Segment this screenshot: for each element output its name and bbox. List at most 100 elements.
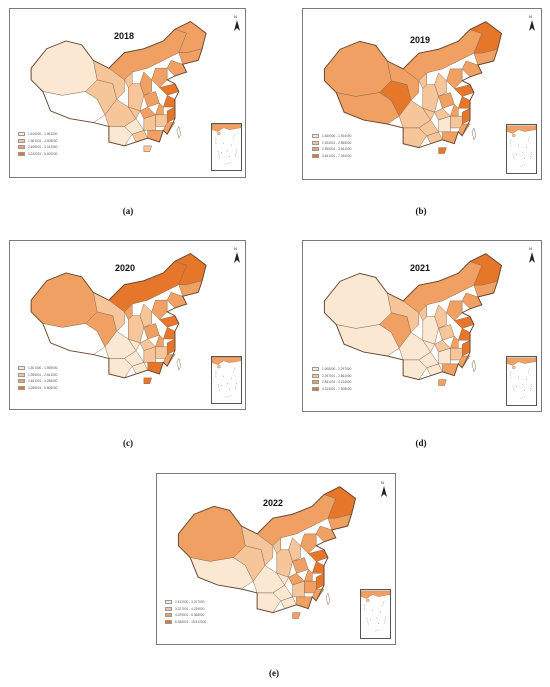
legend-label: 2.297001 - 2.861000: [322, 373, 352, 378]
legend-label: 1.908000 - 2.297000: [322, 367, 352, 371]
province-chongqing: [127, 106, 141, 120]
map-panel-2021: 2021 N 1.908000 - 2.297000 2.297001 - 2.8…: [302, 240, 542, 412]
legend-label: 4.229001 - 6.368000: [175, 613, 205, 617]
legend-swatch: [18, 151, 25, 156]
province-chongqing: [276, 572, 289, 586]
legend-swatch: [312, 134, 319, 138]
legend-label: 1.955001 - 2.461000: [28, 372, 58, 377]
province-shanxi: [139, 303, 152, 328]
legend-item: 4.224001 - 7.508000: [312, 386, 351, 392]
legend-item: 3.227001 - 4.229000: [165, 606, 206, 612]
map-panel-2022: 2022 N 2.412000 - 3.227000 3.227001 - 4.2…: [156, 473, 396, 645]
china-choropleth-map: [177, 486, 357, 619]
province-shanxi: [139, 71, 152, 96]
legend-swatch: [312, 147, 319, 151]
legend-label: 1.924001 - 2.555000: [322, 140, 352, 145]
province-jiangsu: [457, 96, 471, 109]
province-hebei: [446, 300, 463, 321]
province-shanxi: [288, 537, 301, 562]
map-legend: 1.601000 - 1.955000 1.955001 - 2.461000 2.…: [18, 365, 57, 391]
province-jiangxi: [155, 114, 168, 127]
south-china-sea-inset: [506, 124, 537, 174]
legend-item: 2.461001 - 3.258000: [18, 378, 57, 384]
north-arrow-shape: [234, 252, 240, 263]
province-jiangsu: [162, 95, 176, 108]
legend-label: 3.258001 - 6.806000: [28, 385, 58, 390]
province-ningxia: [418, 72, 427, 89]
legend-item: 1.908000 - 2.297000: [312, 366, 351, 372]
province-shanxi: [434, 72, 447, 97]
legend-item: 2.861001 - 4.224000: [312, 379, 351, 385]
legend-swatch: [312, 380, 319, 384]
inset-map: [506, 125, 537, 167]
legend-label: 1.961001 - 2.408000: [28, 138, 58, 143]
province-hainan: [292, 612, 301, 619]
north-arrow-shape: [529, 252, 535, 263]
legend-swatch: [312, 140, 319, 145]
legend-swatch: [165, 600, 172, 604]
map-year-title: 2021: [410, 263, 431, 273]
country-outline: [30, 252, 207, 379]
province-anhui: [304, 568, 313, 582]
province-jiangxi: [155, 346, 168, 359]
panel-caption: (a): [122, 206, 134, 216]
legend-label: 3.242001 - 6.400000: [28, 151, 58, 156]
country-outline: [177, 486, 357, 614]
map-year-title: 2019: [410, 35, 431, 45]
legend-item: 2.297001 - 2.861000: [312, 373, 351, 379]
legend-item: 3.258001 - 6.806000: [18, 385, 57, 391]
province-hebei: [446, 68, 463, 89]
legend-label: 6.368001 - 15.512000: [175, 619, 207, 624]
province-taiwan: [325, 592, 331, 606]
province-taiwan: [176, 125, 182, 139]
province-shaanxi: [128, 315, 145, 344]
north-arrow-icon: N: [232, 14, 242, 33]
map-year-title: 2022: [263, 498, 284, 508]
country-outline: [323, 21, 503, 149]
legend-item: 3.461001 - 7.034000: [312, 153, 351, 159]
legend-label: 3.227001 - 4.229000: [175, 606, 205, 611]
province-ningxia: [124, 303, 133, 320]
legend-item: 2.555001 - 3.461000: [312, 146, 351, 152]
legend-item: 1.601000 - 1.955000: [18, 365, 57, 371]
legend-label: 2.461001 - 3.258000: [28, 379, 58, 383]
legend-swatch: [18, 366, 25, 370]
map-year-title: 2020: [115, 263, 136, 273]
legend-swatch: [312, 153, 319, 158]
legend-item: 6.368001 - 15.512000: [165, 619, 206, 625]
province-xinjiang: [324, 41, 392, 97]
north-arrow-icon: N: [379, 480, 389, 499]
province-shaanxi: [128, 83, 145, 112]
legend-label: 2.412000 - 3.227000: [175, 600, 205, 604]
province-anhui: [155, 102, 164, 116]
legend-swatch: [18, 385, 25, 390]
legend-label: 1.601000 - 1.955000: [28, 366, 58, 370]
south-china-sea-inset: [506, 356, 537, 406]
map-legend: 1.540000 - 1.924000 1.924001 - 2.555000 2.…: [312, 133, 351, 159]
province-hainan: [438, 147, 447, 154]
province-xinjiang: [178, 506, 246, 562]
legend-label: 2.861001 - 4.224000: [322, 380, 352, 384]
province-xinjiang: [30, 40, 98, 96]
province-taiwan: [176, 357, 182, 371]
panel-caption: (e): [269, 668, 279, 678]
province-taiwan: [471, 127, 477, 141]
province-xinjiang: [324, 273, 392, 329]
province-jiangxi: [304, 580, 317, 594]
panel-caption: (d): [415, 438, 427, 448]
legend-item: 2.412000 - 3.227000: [165, 599, 206, 605]
province-ningxia: [272, 537, 281, 554]
province-anhui: [450, 103, 459, 117]
map-panel-2020: 2020 N 1.601000 - 1.955000 1.955001 - 2.4…: [9, 240, 246, 410]
province-taiwan: [471, 359, 477, 373]
province-chongqing: [422, 107, 435, 121]
legend-label: 3.461001 - 7.034000: [322, 153, 352, 158]
china-choropleth-map: [323, 253, 503, 386]
china-choropleth-map: [30, 252, 207, 384]
province-hainan: [143, 377, 152, 384]
inset-map: [506, 357, 537, 399]
legend-swatch: [165, 613, 172, 617]
map-legend: 1.616000 - 1.961000 1.961001 - 2.408000 2.…: [18, 131, 57, 157]
legend-swatch: [312, 367, 319, 371]
map-year-title: 2018: [114, 31, 135, 41]
